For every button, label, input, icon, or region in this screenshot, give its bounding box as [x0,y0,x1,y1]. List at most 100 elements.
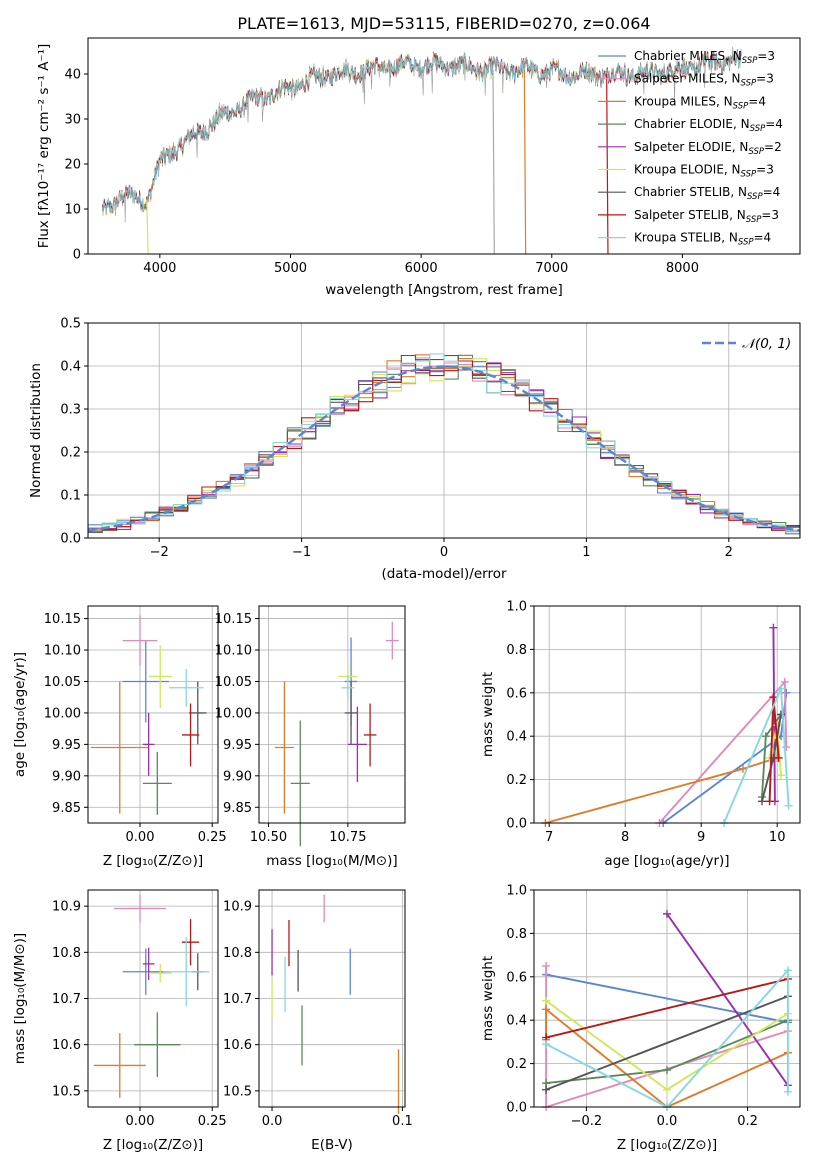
x-tick-label: 0.0 [657,1114,678,1129]
x-tick-label: 0 [440,545,448,560]
mass-weight-marker [542,1005,551,1014]
y-axis-label: mass weight [480,956,496,1041]
panel-residuals: −2 −1 0 1 2 0.0 0.1 0.2 0.3 0.4 0.5 (data-model)/er… [28,317,801,582]
y-tick-label: 0.8 [506,643,527,658]
panel-mass-vs-ebv: 0.0 0.1 10.5 10.6 10.7 10.8 10.9 E(B-V) [223,889,413,1153]
y-tick-label: 10.05 [44,675,81,690]
y-tick-label: 10.10 [44,644,81,659]
mass-weight-line [545,995,789,1091]
mass-weight-marker [777,710,785,719]
mass-weight-marker [663,909,671,918]
y-tick-label: 0 [73,248,81,263]
mass-weight-line [545,967,789,1107]
y-tick-label: 9.90 [223,769,252,784]
y-tick-label: 0.1 [60,489,81,504]
axes-frame [258,605,406,824]
chart-title: PLATE=1613, MJD=53115, FIBERID=0270, z=0… [237,14,650,33]
axes-frame [87,322,801,539]
x-tick-label: 9 [697,830,705,845]
x-axis-label: mass [log₁₀(M/M⊙)] [266,853,397,869]
error-point [134,1012,181,1077]
y-tick-label: 0.0 [506,817,527,832]
panel-spectrum: 4000 5000 6000 7000 8000 0 10 20 30 40 wavelength … [36,14,801,298]
panel-mass-vs-Z: 0.00 0.25 10.5 10.6 10.7 10.8 10.9 Z [log₁₀(Z/Z… [12,889,227,1153]
axes-frame [258,889,406,1108]
legend-subscript: SSP [733,101,749,111]
x-axis-label: age [log₁₀(age/yr)] [604,853,729,869]
error-point [142,751,172,815]
legend-nssp: =3 [756,72,774,86]
legend-label: Chabrier ELODIE, NSSP=4 [634,117,783,134]
spectrum-drop-line [606,73,609,254]
legend-subscript: SSP [748,147,764,157]
spectrum-drop-line [492,69,495,254]
mass-weight-line [545,1007,789,1107]
legend-subscript: SSP [742,56,758,66]
mass-weight-marker [765,797,774,806]
x-tick-label: 4000 [143,261,176,276]
legend-label: Salpeter MILES, NSSP=3 [634,72,774,89]
mass-weight-marker [780,677,789,686]
mass-weight-line [666,913,789,1086]
x-tick-label: −1 [292,545,311,560]
mass-weight-marker [761,732,770,741]
x-tick-label: 0.00 [126,1114,155,1129]
y-tick-label: 20 [64,158,81,173]
mass-weight-marker [542,1040,551,1049]
legend-nssp: =4 [754,231,772,245]
x-tick-label: 7 [545,830,553,845]
legend-subscript: SSP [741,170,757,180]
y-tick-label: 0.3 [60,403,81,418]
normal-distribution-curve [88,365,800,532]
mass-weight-marker [782,688,791,697]
legend-label: 𝒩(0, 1) [742,336,791,352]
y-tick-label: 0.4 [506,730,527,745]
mass-weight-marker [777,684,785,693]
mass-weight-line [545,978,789,1039]
x-tick-label: 8000 [666,261,699,276]
error-point [122,615,158,666]
y-tick-label: 10.8 [223,946,252,961]
y-tick-label: 0.8 [506,927,527,942]
legend-nssp: =4 [748,94,766,108]
error-point [341,675,355,701]
y-tick-label: 10.5 [223,1084,252,1099]
x-axis-label: Z [log₁₀(Z/Z⊙)] [103,853,203,869]
legend-nssp: =3 [757,49,775,63]
error-point [385,621,399,660]
y-tick-label: 0.2 [60,446,81,461]
error-point [122,948,169,995]
y-tick-label: 0.4 [60,360,81,375]
legend-nssp: =4 [763,185,781,199]
residual-histogram-step [88,360,800,532]
y-tick-label: 10.6 [52,1038,81,1053]
axes-frame [87,37,801,255]
error-point [142,712,155,776]
x-tick-label: 0.25 [198,1114,227,1129]
legend-nssp: =2 [764,140,782,154]
y-tick-label: 10.00 [44,706,81,721]
y-tick-label: 0.0 [60,532,81,547]
x-tick-label: 0.0 [262,1114,283,1129]
y-tick-label: 10.9 [52,900,81,915]
legend-label: Chabrier STELIB, NSSP=4 [634,185,780,202]
error-point [114,894,166,923]
mass-weight-marker [758,797,766,806]
panel-mass-weight-vs-Z: −0.2 0.0 0.2 0.0 0.2 0.4 0.6 0.8 1.0 Z [log₁₀(Z/Z… [480,884,801,1153]
legend-label: Salpeter ELODIE, NSSP=2 [634,140,782,157]
spectrum-drop-line [146,199,149,254]
mass-weight-marker [783,966,792,975]
mass-weight-marker [542,961,551,970]
x-tick-label: 6000 [405,261,438,276]
mass-weight-marker [774,753,783,762]
x-axis-label: E(B-V) [311,1137,353,1153]
axes-frame [533,889,801,1108]
y-tick-label: 1.0 [506,600,527,615]
y-tick-label: 9.85 [223,801,252,816]
mass-weight-marker [782,743,791,752]
legend-subscript: SSP [741,79,757,89]
mass-weight-marker [784,801,793,810]
legend-nssp: =3 [756,163,774,177]
x-tick-label: −2 [150,545,169,560]
